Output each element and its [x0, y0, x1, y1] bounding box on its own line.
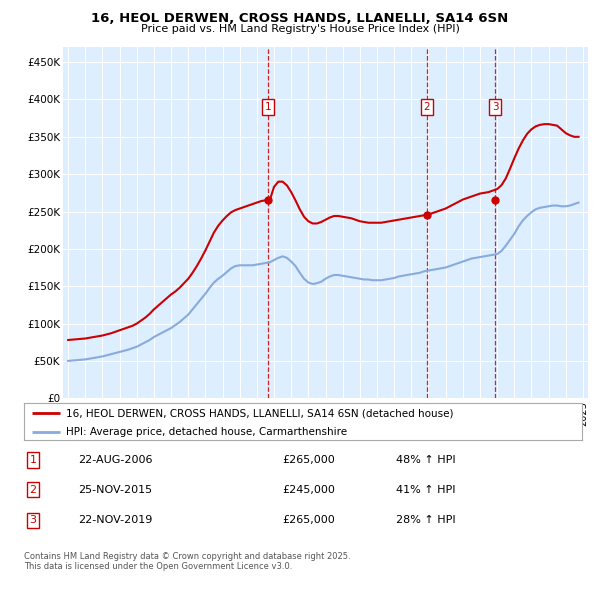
Text: 25-NOV-2015: 25-NOV-2015 — [78, 485, 152, 494]
Text: 2: 2 — [29, 485, 37, 494]
Text: 16, HEOL DERWEN, CROSS HANDS, LLANELLI, SA14 6SN: 16, HEOL DERWEN, CROSS HANDS, LLANELLI, … — [91, 12, 509, 25]
Text: 1: 1 — [29, 455, 37, 465]
Text: 2: 2 — [424, 102, 430, 112]
Text: £265,000: £265,000 — [282, 455, 335, 465]
Text: Contains HM Land Registry data © Crown copyright and database right 2025.
This d: Contains HM Land Registry data © Crown c… — [24, 552, 350, 571]
Text: HPI: Average price, detached house, Carmarthenshire: HPI: Average price, detached house, Carm… — [66, 427, 347, 437]
Text: 28% ↑ HPI: 28% ↑ HPI — [396, 516, 455, 525]
Text: 41% ↑ HPI: 41% ↑ HPI — [396, 485, 455, 494]
Text: 16, HEOL DERWEN, CROSS HANDS, LLANELLI, SA14 6SN (detached house): 16, HEOL DERWEN, CROSS HANDS, LLANELLI, … — [66, 408, 454, 418]
Text: £245,000: £245,000 — [282, 485, 335, 494]
Text: 3: 3 — [29, 516, 37, 525]
Text: 48% ↑ HPI: 48% ↑ HPI — [396, 455, 455, 465]
Text: £265,000: £265,000 — [282, 516, 335, 525]
Text: 22-NOV-2019: 22-NOV-2019 — [78, 516, 152, 525]
Text: 1: 1 — [265, 102, 271, 112]
Text: 3: 3 — [492, 102, 499, 112]
Text: 22-AUG-2006: 22-AUG-2006 — [78, 455, 152, 465]
Text: Price paid vs. HM Land Registry's House Price Index (HPI): Price paid vs. HM Land Registry's House … — [140, 24, 460, 34]
